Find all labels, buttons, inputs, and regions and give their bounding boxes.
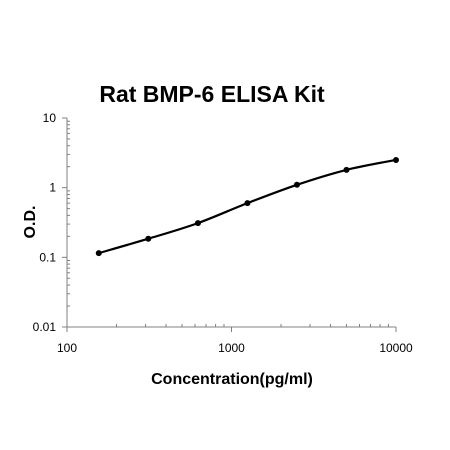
data-point: [343, 166, 350, 173]
y-tick-label: 0.1: [39, 250, 56, 264]
series-group: [95, 156, 399, 257]
data-point: [95, 250, 102, 257]
data-point: [293, 181, 300, 188]
chart-title: Rat BMP-6 ELISA Kit: [99, 81, 325, 107]
y-tick-label: 10: [43, 111, 57, 125]
data-point: [145, 235, 152, 242]
x-tick-label: 100: [57, 341, 77, 355]
x-tick-label: 10000: [379, 341, 413, 355]
series-line: [98, 158, 397, 255]
data-point: [194, 220, 201, 227]
y-tick-label: 1: [49, 181, 56, 195]
y-axis-title: O.D.: [22, 206, 39, 239]
data-point: [393, 156, 399, 163]
data-point: [244, 200, 251, 207]
x-axis-title: Concentration(pg/ml): [151, 371, 313, 388]
x-tick-label: 1000: [218, 341, 245, 355]
y-tick-label: 0.01: [33, 320, 57, 334]
